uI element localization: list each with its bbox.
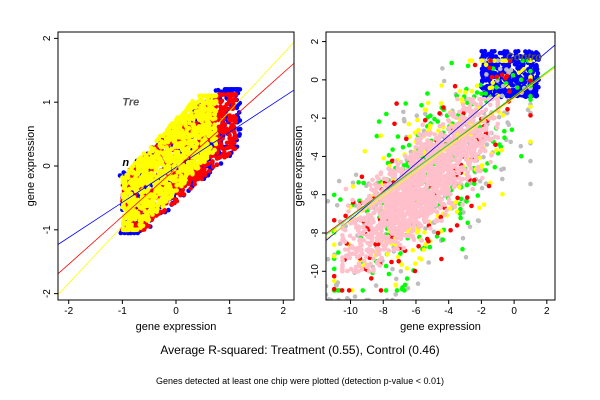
plot-frame xyxy=(325,31,556,301)
x-tick-label: -10 xyxy=(343,306,358,317)
plot-area: Contro xyxy=(326,44,555,300)
y-tick-label: 1 xyxy=(42,99,53,105)
y-tick-label: -4 xyxy=(310,152,321,161)
y-tick-label: 0 xyxy=(310,77,321,83)
x-tick-label: 1 xyxy=(227,306,233,317)
annotation: Contro xyxy=(506,52,542,64)
x-tick-label: 2 xyxy=(544,306,550,317)
panel-1: Tre n -2 -1 0 1 2 -2 -1 0 1 2 gene expression gene ex… xyxy=(25,31,295,333)
x-tick-label: -6 xyxy=(412,306,421,317)
y-tick-label: 2 xyxy=(310,38,321,44)
y-tick-label: -1 xyxy=(42,225,53,234)
plot-area: Tre n xyxy=(58,41,294,296)
y-tick-label: -2 xyxy=(42,289,53,298)
fit-line-yellow xyxy=(58,41,294,296)
y-tick-label: -6 xyxy=(310,190,321,199)
x-axis-label: gene expression xyxy=(400,321,481,333)
x-tick-label: -4 xyxy=(444,306,453,317)
annotation: n xyxy=(122,157,129,169)
y-axis-label: gene expression xyxy=(25,126,37,207)
y-tick-label: -2 xyxy=(310,113,321,122)
fit-line-blue xyxy=(326,44,555,241)
y-tick-label: 2 xyxy=(42,35,53,41)
fit-line-green xyxy=(326,65,555,236)
x-tick-label: -2 xyxy=(477,306,486,317)
x-tick-label: -2 xyxy=(64,306,73,317)
x-tick-label: 0 xyxy=(511,306,517,317)
x-tick-label: 2 xyxy=(280,306,286,317)
y-axis-label: gene expression xyxy=(293,126,305,207)
y-tick-label: -10 xyxy=(310,264,321,279)
fit-line-blue xyxy=(58,89,294,245)
x-axis-label: gene expression xyxy=(136,321,217,333)
panel-2: Contro -10 -8 -6 -4 -2 0 2 -10 -8 -6 -4 -2 0 2 gene exp… xyxy=(293,31,556,333)
chart-subcaption: Genes detected at least one chip were pl… xyxy=(156,376,444,386)
x-tick-label: -8 xyxy=(379,306,388,317)
fit-line-yellow xyxy=(326,67,555,240)
x-tick-label: 0 xyxy=(173,306,179,317)
y-tick-label: -8 xyxy=(310,228,321,237)
annotation: Tre xyxy=(122,96,139,108)
x-tick-label: -1 xyxy=(118,306,127,317)
series-pink xyxy=(340,96,501,274)
chart-caption: Average R-squared: Treatment (0.55), Con… xyxy=(160,343,440,357)
y-tick-label: 0 xyxy=(42,163,53,169)
